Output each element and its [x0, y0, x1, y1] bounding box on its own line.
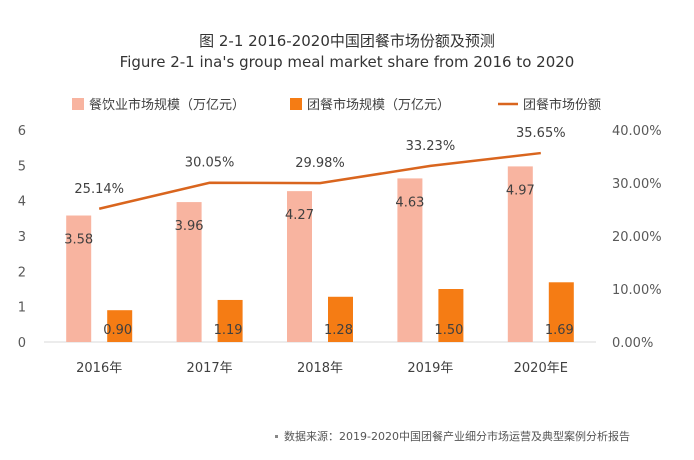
- y-left-tick-label: 0: [18, 336, 26, 351]
- bars: [66, 166, 574, 342]
- catering-data-label: 4.63: [395, 195, 424, 210]
- y-right-tick-label: 0.00%: [612, 336, 653, 351]
- legend: 餐饮业市场规模（万亿元） 团餐市场规模（万亿元） 团餐市场份额: [72, 97, 601, 113]
- y-right-tick-label: 10.00%: [612, 283, 662, 298]
- share-line-path: [98, 151, 541, 210]
- catering-bar: [397, 178, 423, 342]
- group-meal-bar: [438, 289, 464, 342]
- catering-bar: [66, 215, 92, 342]
- chart-title: 图 2-1 2016-2020中国团餐市场份额及预测: [199, 32, 495, 50]
- y-left-tick-label: 5: [18, 159, 26, 174]
- x-tick-label: 2017年: [187, 361, 233, 376]
- catering-data-label: 4.97: [506, 183, 535, 198]
- x-tick-label: 2016年: [76, 361, 122, 376]
- group-meal-data-label: 1.69: [545, 323, 574, 338]
- y-left-tick-label: 4: [18, 195, 26, 210]
- axes: 0 1 2 3 4 5 6 0.00% 10.00% 20.00% 30.00% 40.00% 2016…: [18, 124, 662, 376]
- share-data-label: 33.23%: [406, 139, 456, 154]
- chart-subtitle: Figure 2-1 ina's group meal market share…: [120, 53, 575, 71]
- source-note: 数据来源：2019-2020中国团餐产业细分市场运营及典型案例分析报告: [284, 429, 630, 443]
- y-left-tick-label: 3: [18, 230, 26, 245]
- group-meal-data-label: 1.28: [324, 323, 353, 338]
- share-data-label: 25.14%: [74, 182, 124, 197]
- y-right-tick-label: 40.00%: [612, 124, 662, 139]
- group-meal-data-label: 1.50: [434, 323, 463, 338]
- y-left-tick-label: 1: [18, 301, 26, 316]
- catering-data-label: 4.27: [285, 208, 314, 223]
- group-meal-data-label: 0.90: [103, 323, 132, 338]
- legend-swatch-group-meal: [290, 98, 302, 110]
- catering-bar: [176, 202, 202, 342]
- y-left-tick-label: 2: [18, 265, 26, 280]
- group-meal-bar: [217, 299, 243, 342]
- x-tick-label: 2019年: [407, 361, 453, 376]
- group-meal-bar: [328, 296, 353, 342]
- x-tick-label: 2020年E: [514, 361, 568, 376]
- legend-label-catering: 餐饮业市场规模（万亿元）: [89, 97, 245, 113]
- data-labels: 3.58 3.96 4.27 4.63 4.97 0.90 1.19 1.28 1.50 1.69…: [64, 126, 574, 338]
- x-tick-label: 2018年: [297, 361, 343, 376]
- group-meal-data-label: 1.19: [214, 323, 243, 338]
- group-meal-bar: [548, 282, 574, 342]
- catering-data-label: 3.96: [175, 219, 204, 234]
- y-right-tick-label: 30.00%: [612, 177, 662, 192]
- group-meal-bar: [107, 310, 133, 342]
- source-bullet: [275, 435, 278, 438]
- catering-data-label: 3.58: [64, 233, 93, 248]
- catering-bar: [507, 166, 533, 342]
- legend-swatch-catering: [72, 98, 84, 110]
- y-right-tick-label: 20.00%: [612, 230, 662, 245]
- catering-bar: [287, 191, 312, 342]
- share-line: [98, 151, 541, 210]
- y-left-tick-label: 6: [18, 124, 26, 139]
- legend-label-share: 团餐市场份额: [523, 97, 601, 113]
- share-data-label: 29.98%: [295, 156, 345, 171]
- share-data-label: 35.65%: [516, 126, 566, 141]
- share-data-label: 30.05%: [185, 156, 235, 171]
- legend-label-group-meal: 团餐市场规模（万亿元）: [307, 97, 450, 113]
